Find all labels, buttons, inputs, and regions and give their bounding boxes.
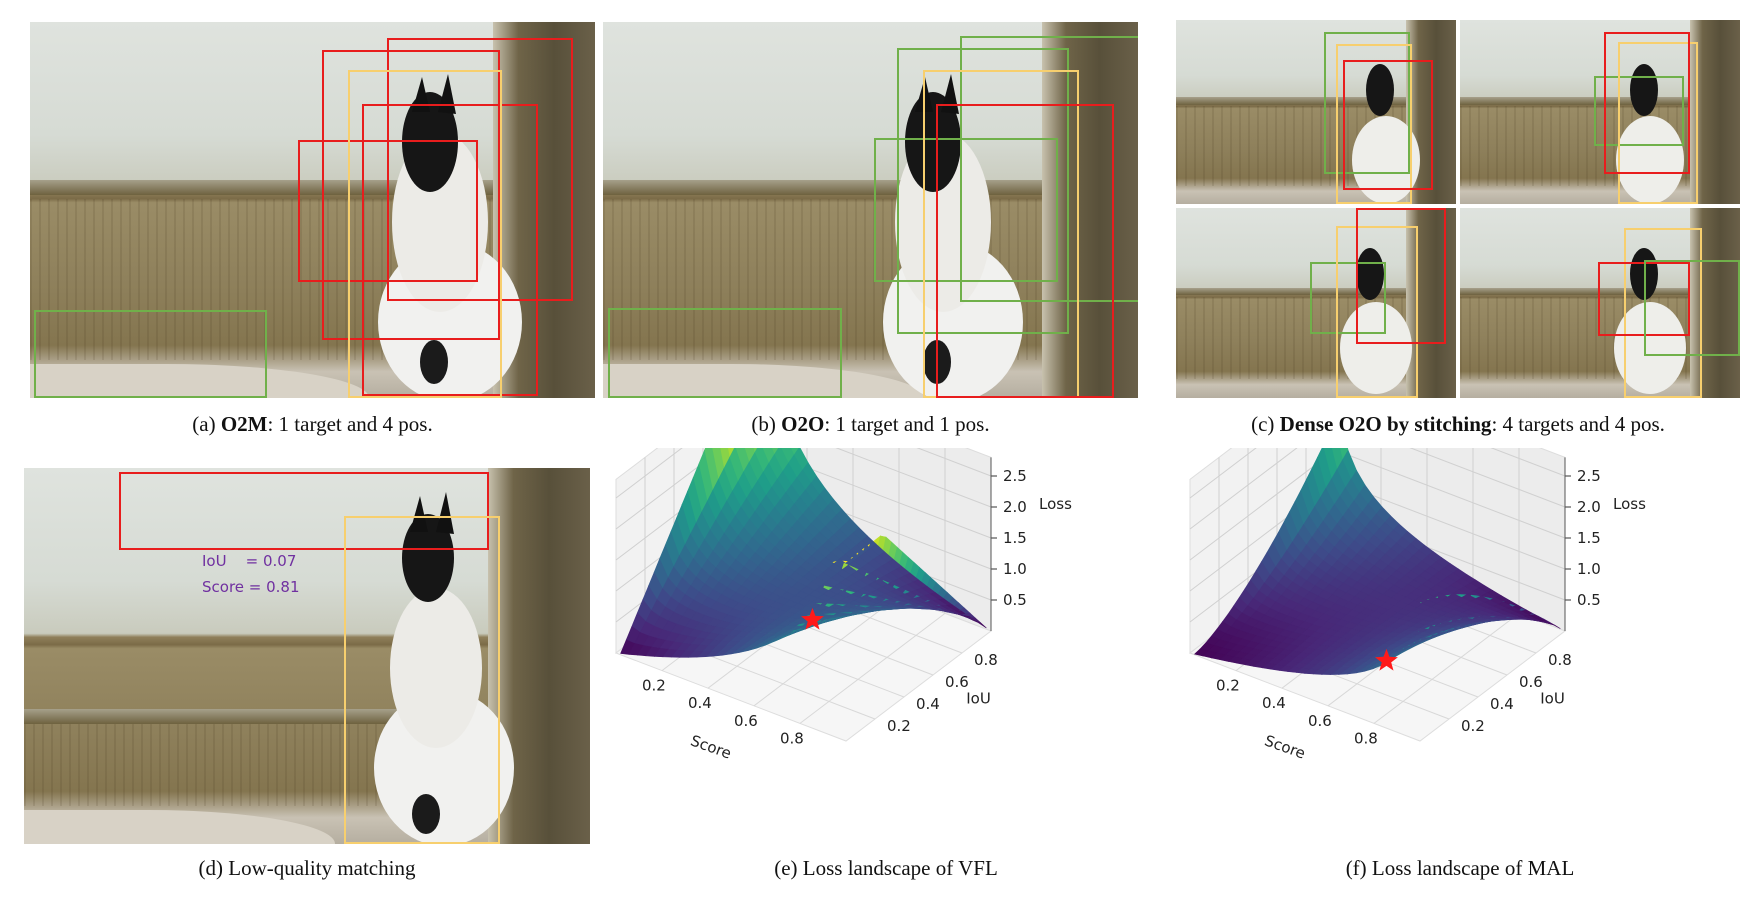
target-box xyxy=(348,70,502,398)
chart-mal: 0.2 0.4 0.6 0.8 Score 0.2 0.4 0.6 0.8 IoU 0.5 1.0 1.… xyxy=(1180,368,1740,848)
prediction-box xyxy=(119,472,489,550)
target-box xyxy=(1336,44,1412,204)
y-tick-label: 0.4 xyxy=(916,695,940,713)
image-panel-d: IoU = 0.07 Score = 0.81 xyxy=(24,468,590,844)
candidate-box xyxy=(34,310,267,398)
caption-d: (d) Low-quality matching xyxy=(198,856,416,880)
target-box xyxy=(1336,226,1418,398)
x-tick-label: 0.4 xyxy=(1262,694,1286,712)
y-tick-label: 0.8 xyxy=(1548,651,1572,669)
z-tick-label: 2.0 xyxy=(1003,498,1027,516)
marker-star xyxy=(1375,648,1398,671)
image-panel-b xyxy=(603,22,1138,398)
x-tick-label: 0.6 xyxy=(1308,712,1332,730)
target-box xyxy=(344,516,500,844)
y-tick-label: 0.8 xyxy=(974,651,998,669)
z-axis-label: Loss xyxy=(1039,495,1072,513)
candidate-box xyxy=(608,308,842,398)
candidate-box xyxy=(1594,76,1684,146)
dog-photo xyxy=(1340,248,1412,394)
y-axis-label: IoU xyxy=(1540,690,1565,708)
caption-f: (f) Loss landscape of MAL xyxy=(1345,856,1575,880)
marker-star xyxy=(801,607,824,630)
y-tick-label: 0.6 xyxy=(945,673,969,691)
stitch-tile xyxy=(1176,208,1456,398)
x-tick-label: 0.4 xyxy=(688,694,712,712)
z-tick-label: 0.5 xyxy=(1577,591,1601,609)
candidate-box xyxy=(1324,32,1410,174)
x-axis-label: Score xyxy=(1262,731,1308,762)
z-tick-label: 1.0 xyxy=(1003,560,1027,578)
x-axis-label: Score xyxy=(688,731,734,762)
candidate-box xyxy=(874,138,1058,282)
stitch-tile xyxy=(1460,208,1740,398)
candidate-box xyxy=(1310,262,1386,334)
image-panel-c xyxy=(1176,20,1740,398)
iou-annotation: IoU = 0.07 xyxy=(202,552,297,570)
prediction-box xyxy=(362,104,538,396)
prediction-box xyxy=(1343,60,1433,190)
y-tick-label: 0.6 xyxy=(1519,673,1543,691)
caption-c: (c) Dense O2O by stitching: 4 targets an… xyxy=(1251,412,1665,436)
surface-plot-mal: 0.2 0.4 0.6 0.8 Score 0.2 0.4 0.6 0.8 IoU 0.5 1.0 1.… xyxy=(1188,368,1646,763)
image-panel-a xyxy=(30,22,595,398)
score-annotation: Score = 0.81 xyxy=(202,578,300,596)
stitch-tile xyxy=(1176,20,1456,204)
z-axis-label: Loss xyxy=(1613,495,1646,513)
dog-photo xyxy=(374,492,514,844)
prediction-box xyxy=(387,38,573,301)
z-tick-label: 1.5 xyxy=(1577,529,1601,547)
z-tick-label: 1.5 xyxy=(1003,529,1027,547)
y-axis-label: IoU xyxy=(966,690,991,708)
prediction-box xyxy=(936,104,1114,398)
z-tick-label: 2.5 xyxy=(1577,467,1601,485)
x-tick-label: 0.6 xyxy=(734,712,758,730)
z-tick-label: 2.0 xyxy=(1577,498,1601,516)
y-tick-label: 0.2 xyxy=(887,717,911,735)
chart-vfl: 0.2 0.4 0.6 0.8 Score 0.2 0.4 0.6 0.8 IoU 0.5 1.0 1.… xyxy=(606,368,1166,848)
x-tick-label: 0.8 xyxy=(1354,729,1378,747)
x-tick-label: 0.8 xyxy=(780,729,804,747)
prediction-box xyxy=(1356,208,1446,344)
caption-e: (e) Loss landscape of VFL xyxy=(774,856,998,880)
prediction-box xyxy=(298,140,478,282)
z-tick-label: 1.0 xyxy=(1577,560,1601,578)
z-tick-label: 2.5 xyxy=(1003,467,1027,485)
caption-b: (b) O2O: 1 target and 1 pos. xyxy=(751,412,990,436)
x-tick-label: 0.2 xyxy=(642,677,666,695)
candidate-box xyxy=(1644,260,1740,356)
candidate-box xyxy=(960,36,1138,302)
stitch-tile xyxy=(1460,20,1740,204)
prediction-box xyxy=(1604,32,1690,174)
target-box xyxy=(1618,42,1698,204)
candidate-box xyxy=(897,48,1069,334)
z-tick-label: 0.5 xyxy=(1003,591,1027,609)
y-tick-label: 0.4 xyxy=(1490,695,1514,713)
y-tick-label: 0.2 xyxy=(1461,717,1485,735)
surface-plot-vfl: 0.2 0.4 0.6 0.8 Score 0.2 0.4 0.6 0.8 IoU 0.5 1.0 1.… xyxy=(614,368,1072,763)
prediction-box xyxy=(322,50,500,340)
dog-photo xyxy=(1352,64,1420,204)
target-box xyxy=(1624,228,1702,398)
caption-a: (a) O2M: 1 target and 4 pos. xyxy=(192,412,433,436)
x-tick-label: 0.2 xyxy=(1216,677,1240,695)
